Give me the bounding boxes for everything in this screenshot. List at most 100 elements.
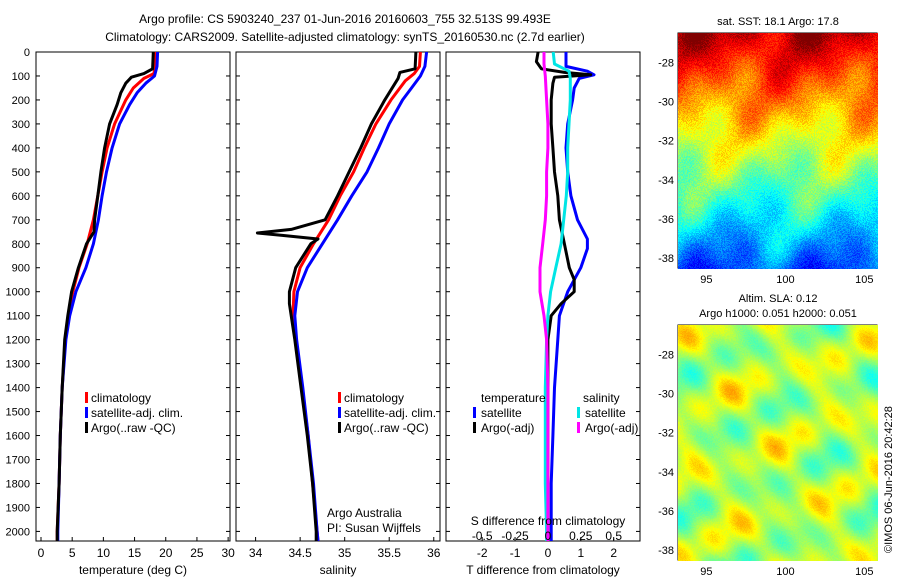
lat-tick-label: -32 [658,428,674,440]
legend-label: satellite-adj. clim. [344,406,436,420]
legend-swatch [338,407,341,418]
sst-map-title: sat. SST: 18.1 Argo: 17.8 [717,16,839,28]
x-tick-label: -2 [477,546,488,560]
x-tick-label: 25 [190,546,204,560]
legend-temperature-title: temperature [481,391,546,405]
depth-tick-label: 1000 [6,287,30,299]
legend-swatch [473,407,476,418]
x-tick-label: 5 [69,546,76,560]
series-line-argo-raw-qc- [55,51,155,541]
legend-label: Argo(-adj) [481,421,534,435]
imos-watermark: ©IMOS 06-Jun-2016 20:42:28 [883,406,895,553]
x-axis-label: T difference from climatology [466,563,620,577]
lon-tick-label: 105 [855,566,873,578]
legend-swatch [338,422,341,433]
s-tick-label: 0.5 [605,529,622,543]
sla-map-title-2: Argo h1000: 0.051 h2000: 0.051 [699,308,857,320]
x-tick-label: 0 [38,546,45,560]
x-tick-label: 10 [97,546,111,560]
legend-label: Argo(..raw -QC) [91,421,176,435]
x-tick-label: 15 [128,546,142,560]
x-tick-label: 1 [577,546,584,560]
legend-label: satellite [481,406,522,420]
legend-label: satellite [585,406,626,420]
lat-tick-label: -28 [658,349,674,361]
x-tick-label: 34.5 [288,546,312,560]
title-line-1: Argo profile: CS 5903240_237 01-Jun-2016… [139,12,551,26]
legend-swatch [85,407,88,418]
lat-tick-label: -38 [658,253,674,265]
sla-map-title-1: Altim. SLA: 0.12 [739,293,818,305]
lon-tick-label: 100 [776,274,794,286]
depth-tick-label: 1700 [6,455,30,467]
depth-tick-label: 1800 [6,478,30,490]
salinity-axes-frame [235,51,441,542]
s-axis-label: S difference from climatology [471,514,626,528]
x-tick-label: 36 [427,546,441,560]
s-tick-label: 0 [545,529,552,543]
s-tick-label: 0.25 [569,529,593,543]
legend-swatch [577,422,580,433]
difference-axes-frame [445,51,641,542]
lat-tick-label: -32 [658,136,674,148]
x-tick-label: -1 [510,546,521,560]
s-tick-label: -0.5 [472,529,493,543]
depth-tick-label: 700 [12,215,30,227]
legend-label: Argo(..raw -QC) [344,421,429,435]
s-tick-label: -0.25 [501,529,529,543]
legend-label: climatology [91,391,151,405]
depth-tick-label: 500 [12,167,30,179]
lat-tick-label: -38 [658,545,674,557]
lat-tick-label: -28 [658,57,674,69]
depth-tick-label: 1400 [6,383,30,395]
legend-swatch [85,422,88,433]
lat-tick-label: -36 [658,214,674,226]
depth-tick-label: 600 [12,191,30,203]
legend-swatch [338,392,341,403]
temperature-axes-frame [35,51,231,542]
depth-tick-label: 900 [12,263,30,275]
annotation-pi: PI: Susan Wijffels [327,521,421,535]
lon-tick-label: 95 [700,566,712,578]
x-tick-label: 35.5 [378,546,402,560]
depth-tick-label: 400 [12,143,30,155]
depth-tick-label: 1100 [6,311,30,323]
depth-tick-label: 0 [24,47,30,59]
series-line-s-argo-adj- [538,52,550,541]
x-axis-label: salinity [320,563,357,577]
legend-salinity-title: salinity [583,391,620,405]
lon-tick-label: 105 [855,274,873,286]
depth-tick-label: 1600 [6,431,30,443]
series-line-satellite-adj-clim- [293,51,429,542]
x-axis-label: temperature (deg C) [79,563,187,577]
annotation-argo-australia: Argo Australia [327,506,402,520]
depth-tick-label: 300 [12,119,30,131]
lat-tick-label: -36 [658,506,674,518]
sst-map-image [678,33,878,269]
x-tick-label: 35 [338,546,352,560]
legend-swatch [473,422,476,433]
depth-tick-label: 1300 [6,359,30,371]
depth-tick-label: 100 [12,71,30,83]
depth-tick-label: 200 [12,95,30,107]
depth-tick-label: 800 [12,239,30,251]
depth-tick-label: 2000 [6,526,30,538]
x-tick-label: 2 [610,546,617,560]
title-line-2: Climatology: CARS2009. Satellite-adjuste… [105,30,585,44]
depth-tick-label: 1900 [6,502,30,514]
x-tick-label: 34 [249,546,263,560]
x-tick-label: 30 [221,546,235,560]
x-tick-label: 0 [545,546,552,560]
legend-label: climatology [344,391,404,405]
x-tick-label: 20 [159,546,173,560]
lon-tick-label: 95 [700,274,712,286]
depth-tick-label: 1200 [6,335,30,347]
lat-tick-label: -34 [658,175,674,187]
legend-swatch [577,407,580,418]
series-line-s-satellite [543,51,572,541]
lon-tick-label: 100 [776,566,794,578]
sla-map-image [678,325,878,561]
depth-tick-label: 1500 [6,407,30,419]
legend-swatch [85,392,88,403]
lat-tick-label: -34 [658,467,674,479]
